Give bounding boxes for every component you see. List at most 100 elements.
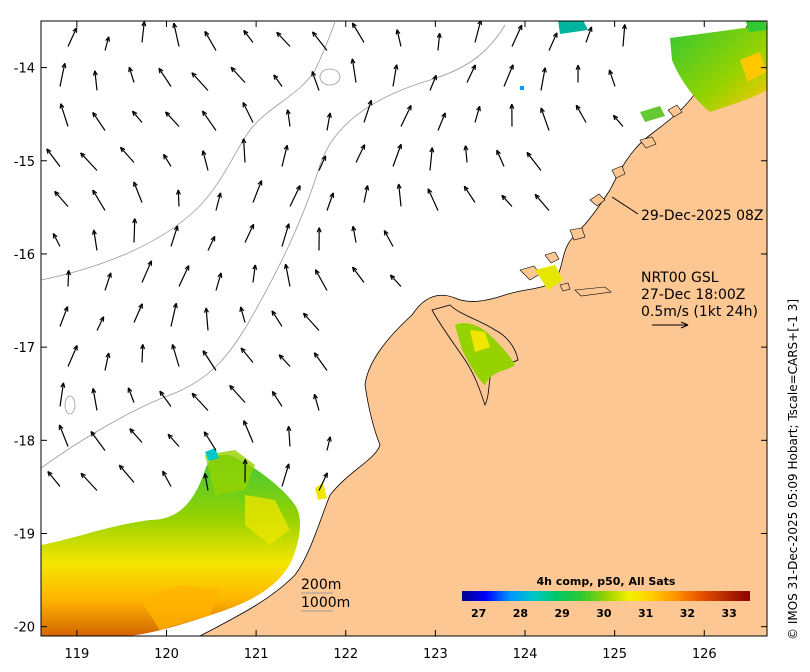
- lat-tick-label: -17: [14, 341, 35, 356]
- current-vector: [67, 345, 78, 367]
- latitude-axis: -14 -15 -16 -17 -18 -19 -20: [14, 62, 767, 636]
- current-vector: [92, 189, 106, 211]
- current-vector: [311, 71, 320, 91]
- current-vector: [316, 227, 322, 251]
- lat-tick-label: -18: [14, 434, 35, 449]
- current-vector: [474, 21, 483, 43]
- current-vector: [175, 189, 181, 207]
- current-vector: [509, 103, 515, 127]
- current-vector: [129, 428, 143, 443]
- colorbar: [462, 591, 750, 601]
- scale-arrow: [652, 321, 689, 329]
- sst-patch: [470, 330, 490, 352]
- current-vector: [171, 344, 180, 367]
- current-vector: [252, 264, 258, 283]
- current-vector: [162, 470, 172, 487]
- sst-patch: [245, 495, 290, 545]
- sst-patch: [315, 483, 327, 500]
- shoal-outline: [319, 68, 341, 86]
- current-vector: [132, 218, 138, 243]
- current-vector: [241, 138, 247, 163]
- current-vector: [128, 66, 135, 83]
- current-vector: [244, 223, 255, 243]
- sst-patch-north: [670, 25, 767, 112]
- colorbar-tick-label: 27: [471, 607, 486, 620]
- current-vector: [162, 153, 172, 167]
- current-vector: [289, 185, 301, 207]
- current-vector: [252, 180, 263, 203]
- sst-patch: [640, 106, 665, 122]
- current-vector: [52, 233, 61, 247]
- current-vector: [47, 470, 61, 487]
- current-vector: [243, 420, 254, 443]
- current-vector: [67, 27, 78, 47]
- shoal-outline: [64, 395, 76, 415]
- current-vector: [158, 67, 172, 87]
- current-vector: [242, 459, 248, 483]
- current-vector: [281, 144, 289, 167]
- sst-patch: [205, 448, 219, 461]
- current-vector: [172, 22, 180, 47]
- current-vector: [92, 70, 98, 91]
- lat-tick-label: -20: [14, 621, 35, 636]
- current-vector: [91, 388, 98, 411]
- current-vector: [466, 64, 476, 83]
- current-vector: [90, 431, 106, 451]
- sst-patch-south: [41, 454, 301, 636]
- current-vector: [201, 110, 217, 131]
- sst-patch: [740, 52, 766, 82]
- lon-tick-label: 126: [692, 647, 717, 662]
- current-vector: [463, 145, 469, 163]
- current-vector: [54, 190, 69, 207]
- lon-tick-label: 122: [333, 647, 358, 662]
- current-vector: [281, 223, 290, 247]
- current-vector: [141, 21, 147, 43]
- current-vector: [46, 148, 61, 167]
- current-vector: [170, 302, 178, 327]
- sst-patch-peninsula: [455, 323, 515, 385]
- current-vector: [92, 111, 106, 131]
- map-content: 27 28 29 30 31 32 33: [41, 21, 767, 636]
- current-vector: [278, 354, 291, 367]
- lon-tick-label: 120: [154, 647, 179, 662]
- current-vector: [326, 112, 332, 131]
- current-vector: [202, 350, 217, 371]
- current-vector: [229, 384, 246, 403]
- current-vector: [351, 225, 357, 243]
- sst-patch: [205, 450, 255, 495]
- isobath-1000m: [41, 24, 506, 469]
- current-vector: [534, 193, 550, 211]
- scale-label: 0.5m/s (1kt 24h): [641, 304, 758, 320]
- sst-date-label: 29-Dec-2025 08Z: [641, 208, 764, 224]
- current-vector: [612, 114, 624, 127]
- current-vector: [437, 112, 446, 131]
- current-vector: [427, 188, 439, 211]
- current-vector: [243, 29, 254, 43]
- current-vector: [429, 74, 437, 91]
- current-vector: [80, 152, 98, 171]
- current-vector: [131, 110, 143, 123]
- current-vector: [140, 344, 146, 363]
- current-vector: [240, 347, 254, 363]
- current-vector: [318, 155, 327, 171]
- lat-tick-label: -19: [14, 528, 35, 543]
- current-vector: [350, 58, 357, 83]
- sst-patch: [558, 21, 588, 34]
- current-vector: [311, 31, 328, 51]
- current-vector: [540, 67, 547, 91]
- current-vector: [201, 150, 209, 171]
- current-vector: [474, 105, 481, 123]
- current-vector: [621, 24, 627, 47]
- current-vector: [313, 352, 328, 371]
- isobath-1000m-label: 1000m: [301, 595, 350, 611]
- current-vector: [286, 425, 292, 447]
- current-vector: [585, 26, 593, 43]
- current-vector: [396, 183, 402, 207]
- current-vector: [59, 306, 69, 327]
- current-vector: [496, 149, 505, 167]
- current-vector: [285, 109, 291, 127]
- sst-patch: [520, 86, 524, 90]
- current-vector: [59, 103, 69, 127]
- current-vector: [80, 472, 98, 491]
